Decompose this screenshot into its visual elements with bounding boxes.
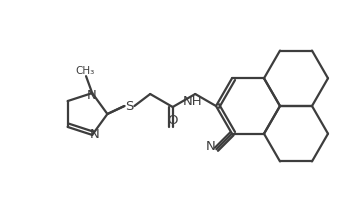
Text: NH: NH [182, 95, 202, 108]
Text: N: N [206, 139, 215, 152]
Text: N: N [86, 88, 96, 101]
Text: S: S [125, 100, 134, 113]
Text: O: O [167, 114, 178, 127]
Text: N: N [89, 128, 99, 141]
Text: CH₃: CH₃ [76, 66, 95, 76]
